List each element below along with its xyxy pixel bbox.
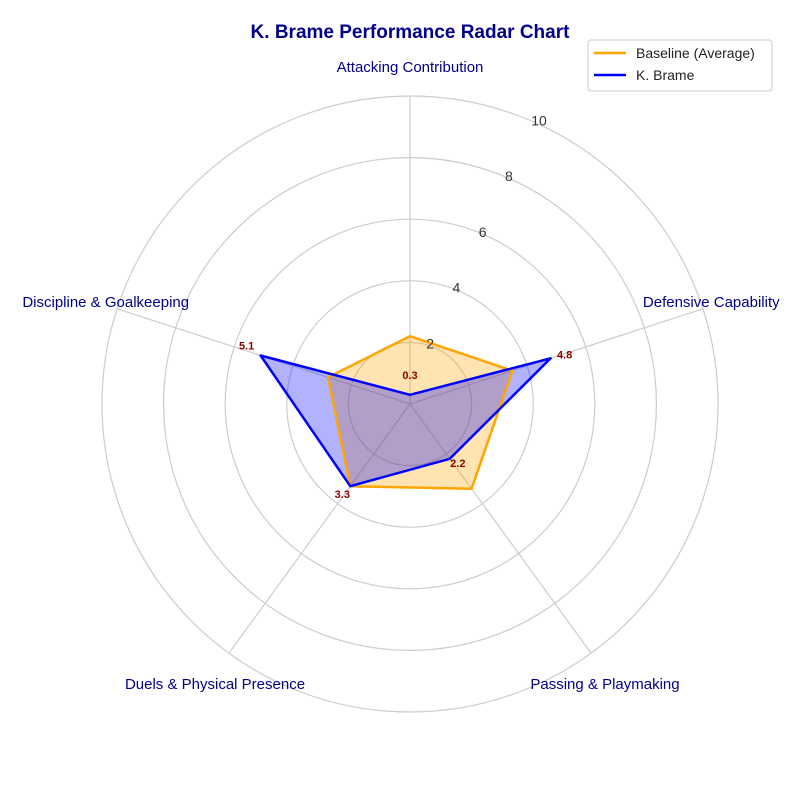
category-label-1: Defensive Capability <box>643 294 780 311</box>
spoke-1 <box>409 308 704 405</box>
data-label-0: 0.3 <box>402 370 417 382</box>
series-line-0 <box>326 334 514 490</box>
category-label-0: Attacking Contribution <box>337 59 484 76</box>
data-labels: 0.3 4.8 2.2 3.3 5.1 <box>239 341 572 502</box>
data-label-2: 2.2 <box>450 458 465 470</box>
data-label-4: 5.1 <box>239 341 254 353</box>
data-label-3: 3.3 <box>335 489 350 501</box>
tick-label-4: 4 <box>453 280 461 296</box>
series-layer <box>259 334 552 490</box>
legend-box <box>587 39 773 92</box>
series-fill-0 <box>328 336 513 489</box>
spoke-2 <box>409 403 592 654</box>
tick-label-6: 6 <box>479 224 487 240</box>
category-label-4: Discipline & Goalkeeping <box>22 294 189 311</box>
category-label-3: Duels & Physical Presence <box>125 676 305 693</box>
spoke-3 <box>228 403 411 654</box>
legend-label-k-brame: K. Brame <box>636 67 695 83</box>
tick-label-8: 8 <box>505 168 513 184</box>
series-line-1 <box>259 354 552 488</box>
data-label-1: 4.8 <box>557 349 572 361</box>
legend: Baseline (Average) K. Brame <box>587 39 773 92</box>
chart-title: K. Brame Performance Radar Chart <box>251 22 571 43</box>
tick-label-2: 2 <box>426 335 434 351</box>
category-label-2: Passing & Playmaking <box>530 676 679 693</box>
legend-label-baseline: Baseline (Average) <box>636 45 755 61</box>
category-labels: Attacking Contribution Defensive Capabili… <box>22 59 780 693</box>
radial-tick-labels: 2 4 6 8 10 <box>426 112 547 351</box>
series-fill-1 <box>260 355 551 487</box>
tick-label-10: 10 <box>531 112 547 128</box>
